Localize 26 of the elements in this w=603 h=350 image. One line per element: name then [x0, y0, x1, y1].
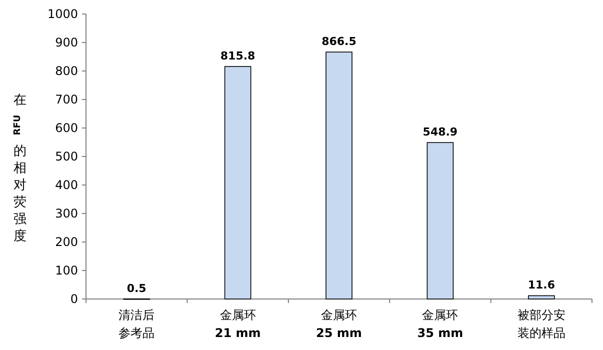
data-label: 866.5	[322, 35, 356, 48]
y-tick-label: 500	[55, 150, 78, 164]
bar	[326, 52, 352, 300]
y-tick-label: 100	[55, 264, 78, 278]
data-label: 548.9	[422, 126, 458, 139]
y-tick-label: 700	[55, 92, 78, 106]
data-label: 815.8	[220, 49, 256, 62]
bar	[528, 295, 555, 300]
bar	[224, 66, 252, 300]
x-tick-label: 清洁后参考品	[118, 308, 155, 340]
y-tick-label: 800	[55, 64, 78, 78]
x-tick-label: 金属环 21 mm	[214, 308, 261, 340]
x-tick-label: 金属环 35 mm	[417, 308, 464, 340]
x-tick-label: 被部分安装的样品	[517, 308, 566, 340]
y-tick-label: 400	[55, 178, 78, 192]
ylabel: 在 RFU 的相对荧强度	[13, 93, 26, 244]
x-tick-label: 金属环 25 mm	[316, 308, 362, 340]
data-label: 0.5	[126, 282, 146, 295]
y-tick-label: 0	[70, 292, 78, 306]
data-label: 11.6	[528, 278, 556, 292]
y-tick-label: 300	[55, 206, 78, 220]
y-tick-label: 200	[55, 235, 78, 249]
y-tick-label: 600	[55, 121, 78, 135]
bar	[426, 142, 454, 300]
y-tick-label: 900	[55, 36, 78, 50]
y-tick-label: 1000	[47, 7, 78, 21]
